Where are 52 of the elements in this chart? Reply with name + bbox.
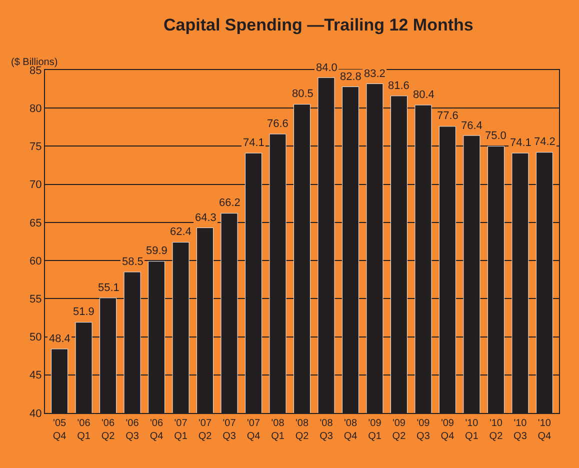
data-label: 81.6 [388, 80, 410, 92]
y-tick-label: 50 [30, 332, 42, 344]
data-label: 80.5 [292, 88, 314, 100]
x-tick-label: '08 Q3 [320, 418, 334, 442]
y-tick-label: 70 [30, 179, 42, 192]
data-label: 66.2 [219, 197, 240, 209]
data-label: 58.5 [122, 256, 144, 268]
y-tick-label: 40 [30, 408, 42, 420]
x-tick-label: '10 Q4 [538, 418, 552, 442]
data-label: 76.4 [461, 120, 482, 132]
x-tick-label: '07 Q1 [174, 418, 188, 442]
data-label: 84.0 [316, 62, 338, 74]
x-tick-label: '09 Q3 [416, 418, 430, 442]
data-label: 62.4 [170, 226, 192, 238]
data-label: 59.9 [146, 245, 168, 257]
x-tick-label: '07 Q2 [198, 418, 212, 442]
y-tick-label: 65 [30, 217, 42, 230]
x-tick-label: '07 Q4 [246, 418, 261, 442]
data-label: 76.6 [267, 118, 288, 130]
data-label: 75.0 [485, 130, 506, 142]
y-tick-label: 75 [30, 141, 42, 154]
x-tick-label: '08 Q1 [271, 418, 285, 442]
x-tick-label: '06 Q3 [126, 418, 140, 442]
x-tick-label: '09 Q4 [440, 418, 455, 442]
data-label: 64.3 [195, 212, 216, 224]
data-label: 82.8 [340, 71, 362, 83]
data-label: 77.6 [437, 110, 458, 122]
data-label: 80.4 [413, 89, 434, 101]
data-label: 55.1 [98, 282, 120, 294]
data-label: 83.2 [364, 68, 386, 80]
data-label: 48.4 [49, 333, 70, 345]
data-label: 74.2 [534, 136, 556, 148]
y-tick-label: 60 [30, 255, 42, 268]
y-tick-label: 45 [30, 370, 42, 382]
data-label: 51.9 [73, 306, 94, 318]
y-tick-label: 55 [30, 294, 42, 306]
x-tick-label: '09 Q2 [392, 418, 406, 442]
x-tick-label: '06 Q4 [150, 418, 164, 442]
x-tick-label: '08 Q2 [295, 418, 310, 442]
x-tick-label: '05 Q4 [52, 418, 67, 442]
y-tick-label: 80 [30, 102, 42, 115]
x-tick-label: '06 Q2 [101, 418, 116, 442]
x-tick-label: '07 Q3 [222, 418, 236, 442]
chart-title: Capital Spending —Trailing 12 Months [164, 16, 474, 35]
data-label: 74.1 [510, 137, 532, 149]
x-tick-label: '10 Q3 [514, 418, 528, 442]
x-tick-label: '09 Q1 [368, 418, 382, 442]
x-tick-label: '08 Q4 [344, 418, 358, 442]
x-tick-label: '10 Q2 [489, 418, 504, 442]
data-label: 74.1 [243, 137, 264, 149]
x-tick-label: '06 Q1 [77, 418, 91, 442]
x-tick-label: '10 Q1 [465, 418, 479, 442]
